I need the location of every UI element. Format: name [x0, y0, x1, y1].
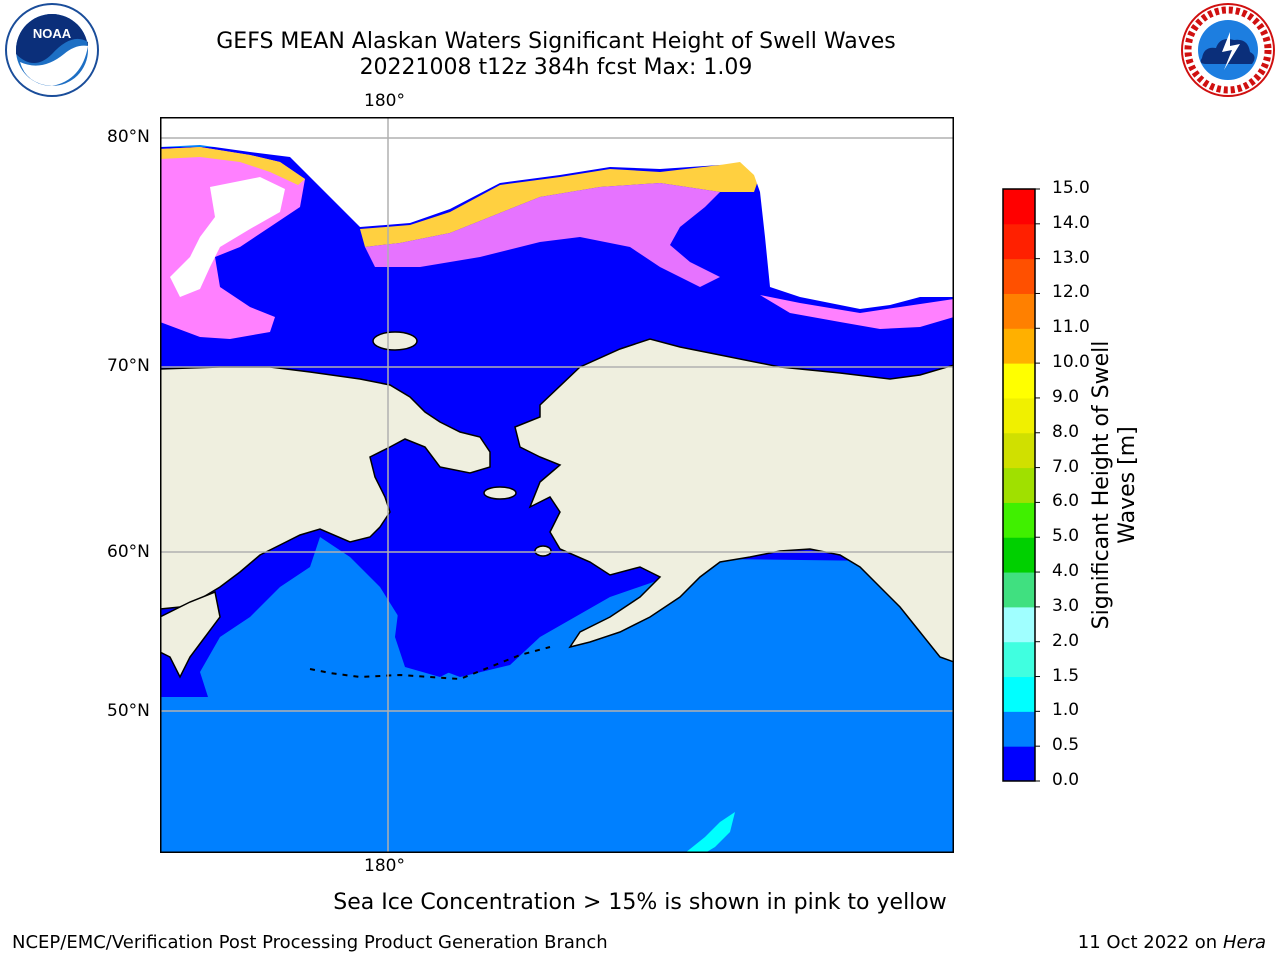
colorbar-segment: [1003, 328, 1035, 364]
title-line-2: 20221008 t12z 384h fcst Max: 1.09: [359, 55, 753, 80]
colorbar-segment: [1003, 223, 1035, 260]
colorbar-segment: [1003, 502, 1035, 538]
swell-height-map: [160, 117, 954, 853]
colorbar-tick-label: 6.0: [1052, 491, 1080, 512]
colorbar-segment: [1003, 606, 1035, 643]
colorbar-tick-label: 15.0: [1052, 178, 1090, 198]
colorbar-tick-label: 1.0: [1052, 700, 1080, 721]
lat-label-70n: 70°N: [107, 356, 150, 376]
colorbar-label-line-1: Significant Height of Swell: [1089, 340, 1114, 630]
colorbar-tick-label: 12.0: [1052, 282, 1090, 303]
land-ice-north: [160, 117, 954, 309]
colorbar-tick-label: 8.0: [1052, 421, 1080, 442]
lat-label-80n: 80°N: [107, 127, 150, 147]
land-ice-west-pocket: [170, 177, 285, 297]
lat-label-60n: 60°N: [107, 542, 150, 562]
title-line-1: GEFS MEAN Alaskan Waters Significant Hei…: [216, 29, 896, 54]
lon-label-top: 180°: [364, 91, 405, 111]
ocean-swell-0-0.5-aleutian-patch: [395, 587, 490, 677]
map-frame: [160, 117, 954, 853]
colorbar-segment: [1003, 189, 1035, 225]
colorbar-tick-label: 0.5: [1052, 735, 1080, 756]
national-weather-service-logo: [1181, 3, 1275, 97]
colorbar-segment: [1003, 537, 1035, 573]
island-st-lawrence: [483, 486, 517, 500]
noaa-logo: NOAA: [5, 3, 99, 97]
colorbar-tick-label: 14.0: [1052, 212, 1090, 233]
land-alaska: [514, 338, 954, 663]
colorbar-tick-label: 3.0: [1052, 595, 1080, 616]
sea-ice-note: Sea Ice Concentration > 15% is shown in …: [333, 890, 947, 915]
colorbar-segment: [1003, 467, 1035, 503]
colorbar-segment: [1003, 258, 1035, 294]
graticule: [160, 117, 954, 853]
svg-text:NOAA: NOAA: [33, 26, 72, 41]
ocean-swell-1.0-1.5: [685, 812, 735, 853]
colorbar-tick-label: 9.0: [1052, 386, 1080, 407]
colorbar-segment: [1003, 363, 1035, 399]
colorbar-tick-label: 4.0: [1052, 561, 1080, 582]
machine-name: Hera: [1222, 932, 1266, 953]
colorbar-tick-label: 5.0: [1052, 526, 1080, 547]
colorbar-tick-label: 1.5: [1052, 665, 1080, 686]
colorbar-segment: [1003, 432, 1035, 469]
sea-ice-east: [760, 295, 954, 329]
colorbar-tick-label: 7.0: [1052, 456, 1080, 477]
island-nunivak: [534, 545, 552, 557]
credit-text: NCEP/EMC/Verification Post Processing Pr…: [12, 932, 608, 953]
colorbar-label-line-2: Waves [m]: [1115, 426, 1140, 544]
colorbar-segment: [1003, 676, 1035, 712]
lon-label-bottom: 180°: [364, 856, 405, 876]
colorbar-segment: [1003, 572, 1035, 608]
colorbar-tick-label: 0.0: [1052, 770, 1080, 790]
colorbar-segment: [1003, 746, 1035, 782]
colorbar-tick-label: 10.0: [1052, 352, 1090, 373]
colorbar-frame: [1002, 188, 1036, 782]
colorbar-tick-label: 2.0: [1052, 630, 1080, 651]
colorbar-segment: [1003, 397, 1035, 434]
colorbar-tick-label: 11.0: [1052, 317, 1090, 338]
colorbar-segment: [1003, 293, 1035, 329]
date-value: 11 Oct 2022 on: [1077, 932, 1218, 953]
lat-label-50n: 50°N: [107, 701, 150, 721]
date-text: 11 Oct 2022 on Hera: [1078, 932, 1266, 953]
land-chukotka: [160, 366, 491, 610]
land-kamchatka: [160, 590, 221, 679]
colorbar-segment: [1003, 641, 1035, 678]
sea-ice-north: [360, 159, 760, 247]
colorbar: [1002, 188, 1040, 782]
colorbar-label: Significant Height of Swell Waves [m]: [1089, 341, 1141, 630]
colorbar-tick-label: 13.0: [1052, 247, 1090, 268]
sea-ice-north-pink: [365, 183, 720, 287]
colorbar-segment: [1003, 711, 1035, 747]
sea-ice-west-edge: [160, 147, 305, 185]
island-wrangel: [372, 331, 418, 351]
